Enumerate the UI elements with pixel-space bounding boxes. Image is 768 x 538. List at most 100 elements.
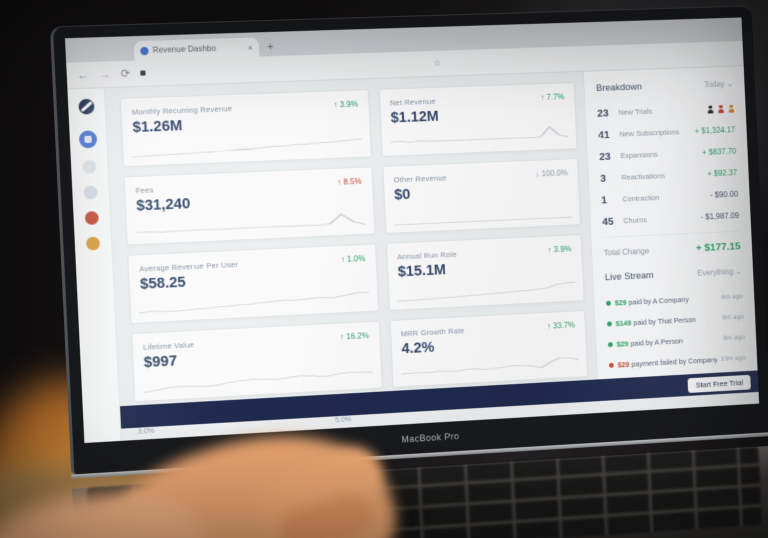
stream-amount: $29 — [615, 298, 627, 307]
breakdown-count: 23 — [597, 107, 619, 120]
total-change-row: Total Change + $177.15 — [603, 231, 741, 259]
chevron-down-icon: ⌄ — [727, 79, 734, 88]
metric-value: $0 — [394, 180, 569, 203]
metric-card[interactable]: Fees ↑ 8.5% $31,240 — [124, 166, 376, 245]
breakdown-amount: + $92.37 — [707, 168, 737, 178]
breakdown-row[interactable]: 23 Expansions + $837.70 — [599, 142, 737, 166]
sidebar-nav-alerts[interactable] — [85, 211, 99, 225]
sparkline-chart — [131, 132, 362, 161]
metric-card[interactable]: Other Revenue ↓ 100.0% $0 — [382, 158, 581, 234]
live-stream-title: Live Stream — [605, 270, 654, 283]
tab-title: Revenue Dashbo — [152, 43, 243, 55]
dashboard-app: Monthly Recurring Revenue ↑ 3.9% $1.26M … — [67, 66, 759, 443]
metric-delta: ↑ 7.7% — [540, 92, 564, 102]
axis-label: 3.0% — [138, 428, 155, 436]
stream-description: paid by That Person — [633, 315, 696, 327]
metric-card[interactable]: Monthly Recurring Revenue ↑ 3.9% $1.26M — [120, 89, 372, 167]
metric-card[interactable]: MRR Growth Rate ↑ 33.7% 4.2% — [389, 310, 588, 388]
breakdown-label: New Trials — [618, 105, 708, 117]
stream-text: $29 paid by A Company — [615, 293, 718, 307]
stream-amount: $29 — [617, 360, 629, 369]
refresh-icon[interactable]: ⟳ — [120, 67, 130, 81]
right-panel: Breakdown Today ⌄ 23 New Trials 41 New S… — [583, 66, 759, 413]
metric-delta: ↑ 3.9% — [333, 100, 358, 110]
total-change-label: Total Change — [604, 246, 650, 257]
breakdown-label: Contraction — [622, 191, 710, 204]
breakdown-label: Churns — [623, 213, 701, 225]
macbook-laptop: Revenue Dashbo × + ← → ⟳ ☆ — [50, 5, 768, 538]
breakdown-count: 1 — [601, 193, 623, 206]
sidebar-nav-settings[interactable] — [86, 237, 100, 251]
sparkline-chart — [400, 352, 579, 382]
laptop-screen: Revenue Dashbo × + ← → ⟳ ☆ — [65, 17, 759, 443]
metric-card[interactable]: Lifetime Value ↑ 16.2% $997 — [131, 320, 382, 402]
status-dot-icon — [608, 342, 613, 347]
metric-label: Net Revenue — [390, 94, 516, 107]
tab-close-icon[interactable]: × — [247, 42, 253, 52]
extension-icon[interactable] — [140, 70, 145, 75]
stream-amount: $29 — [616, 339, 628, 348]
stream-timestamp: 8m ago — [723, 334, 745, 342]
stream-text: $29 paid by A Person — [616, 334, 719, 348]
stream-text: $29 payment failed by Company — [617, 355, 717, 369]
stream-timestamp: 6m ago — [721, 293, 743, 301]
breakdown-row[interactable]: 1 Contraction - $90.00 — [601, 185, 739, 210]
stream-description: paid by A Company — [628, 295, 689, 307]
metric-card[interactable]: Annual Run Rate ↑ 3.9% $15.1M — [386, 234, 585, 311]
breakdown-row[interactable]: 41 New Subscriptions + $1,324.17 — [598, 120, 736, 144]
stream-amount: $149 — [616, 318, 632, 328]
stream-description: paid by A Person — [630, 336, 683, 348]
device-label: MacBook Pro — [401, 431, 459, 444]
stream-text: $149 paid by That Person — [616, 314, 719, 328]
metric-cards-grid: Monthly Recurring Revenue ↑ 3.9% $1.26M … — [120, 82, 587, 402]
person-icon — [718, 105, 724, 113]
breakdown-title: Breakdown — [596, 82, 642, 94]
person-icon — [728, 104, 734, 112]
status-dot-icon — [609, 363, 614, 368]
breakdown-row[interactable]: 45 Churns - $1,987.09 — [602, 206, 740, 231]
breakdown-amount: + $1,324.17 — [695, 125, 736, 135]
person-icon — [707, 105, 713, 113]
metric-delta: ↓ 100.0% — [535, 168, 568, 178]
metric-delta: ↑ 8.5% — [337, 177, 362, 187]
forward-icon[interactable]: → — [99, 68, 111, 81]
stream-timestamp: 6m ago — [722, 314, 744, 322]
live-stream-header: Live Stream Everything ⌄ — [605, 266, 742, 283]
breakdown-amount: + $837.70 — [702, 147, 736, 157]
photo-scene: Revenue Dashbo × + ← → ⟳ ☆ — [0, 0, 768, 538]
sidebar-nav-trends[interactable] — [84, 186, 98, 200]
sparkline-chart — [393, 200, 572, 228]
baremetrics-logo-icon[interactable] — [78, 99, 94, 115]
sidebar-nav-customers[interactable] — [82, 160, 96, 174]
metric-delta: ↑ 1.0% — [341, 254, 366, 264]
breakdown-label: Reactivations — [621, 169, 707, 181]
total-change-amount: + $177.15 — [696, 240, 741, 254]
bookmark-star-icon[interactable]: ☆ — [433, 58, 442, 69]
metric-card[interactable]: Net Revenue ↑ 7.7% $1.12M — [378, 82, 577, 157]
breakdown-row[interactable]: 3 Reactivations + $92.37 — [600, 163, 738, 187]
breakdown-count: 23 — [599, 150, 621, 163]
breakdown-row[interactable]: 23 New Trials — [597, 99, 735, 123]
metric-value: $1.12M — [390, 104, 565, 126]
metric-delta: ↑ 16.2% — [340, 331, 369, 342]
trial-person-icons — [707, 104, 734, 113]
start-free-trial-button[interactable]: Start Free Trial — [688, 374, 751, 392]
sparkline-chart — [397, 276, 576, 305]
metric-card[interactable]: Average Revenue Per User ↑ 1.0% $58.25 — [127, 243, 379, 324]
live-stream-filter-dropdown[interactable]: Everything ⌄ — [697, 267, 742, 278]
breakdown-count: 45 — [602, 215, 624, 228]
breakdown-header: Breakdown Today ⌄ — [596, 78, 733, 94]
breakdown-range-dropdown[interactable]: Today ⌄ — [704, 79, 733, 89]
chevron-down-icon: ⌄ — [735, 267, 742, 276]
back-icon[interactable]: ← — [77, 69, 89, 82]
sparkline-chart — [389, 124, 568, 151]
status-dot-icon — [607, 321, 612, 326]
sidebar-nav-dashboard[interactable] — [79, 130, 97, 148]
sparkline-chart — [135, 209, 366, 239]
axis-label: 5.0% — [335, 416, 351, 424]
new-tab-button[interactable]: + — [267, 41, 274, 53]
baremetrics-favicon-icon — [140, 46, 149, 54]
screen-bezel: Revenue Dashbo × + ← → ⟳ ☆ — [50, 5, 768, 474]
breakdown-count: 3 — [600, 172, 622, 185]
breakdown-label: New Subscriptions — [619, 127, 695, 139]
